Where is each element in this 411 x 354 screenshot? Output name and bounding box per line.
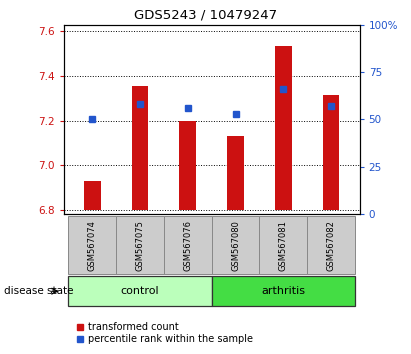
Text: percentile rank within the sample: percentile rank within the sample <box>88 334 253 344</box>
Bar <box>69 276 212 306</box>
Text: GSM567082: GSM567082 <box>326 220 335 270</box>
Text: GSM567080: GSM567080 <box>231 220 240 270</box>
Text: GSM567074: GSM567074 <box>88 220 97 270</box>
Bar <box>307 216 355 274</box>
Bar <box>212 276 355 306</box>
Text: GSM567081: GSM567081 <box>279 220 288 270</box>
Bar <box>164 216 212 274</box>
Text: GSM567076: GSM567076 <box>183 219 192 271</box>
Bar <box>212 216 259 274</box>
Bar <box>132 86 148 210</box>
Bar <box>227 136 244 210</box>
Text: disease state: disease state <box>4 286 74 296</box>
Bar <box>84 181 101 210</box>
Bar <box>180 121 196 210</box>
Text: GDS5243 / 10479247: GDS5243 / 10479247 <box>134 9 277 22</box>
Text: transformed count: transformed count <box>88 322 179 332</box>
Bar <box>116 216 164 274</box>
Text: GSM567075: GSM567075 <box>136 220 145 270</box>
Bar <box>259 216 307 274</box>
Text: arthritis: arthritis <box>261 286 305 296</box>
Bar <box>69 216 116 274</box>
Bar <box>275 46 292 210</box>
Text: control: control <box>121 286 159 296</box>
Bar <box>323 95 339 210</box>
